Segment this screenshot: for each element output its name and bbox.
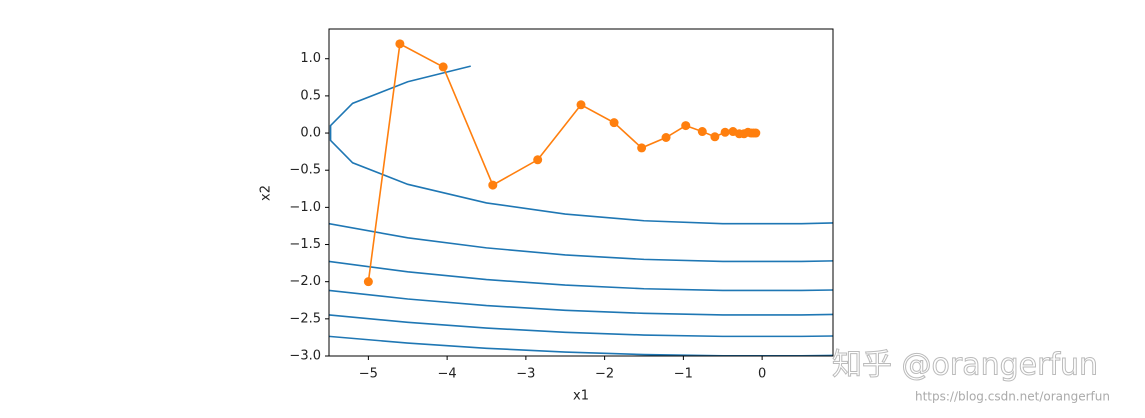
y-tick-label: −2.5 (289, 311, 321, 326)
trajectory-point (661, 133, 671, 143)
contour-line (329, 260, 833, 292)
y-tick-label: −0.5 (289, 163, 321, 178)
trajectory-point (395, 39, 405, 49)
x-tick-label: −2 (595, 367, 614, 382)
watermark: 知乎 @orangerfun (832, 348, 1098, 383)
y-tick-label: 1.0 (300, 51, 321, 66)
y-tick-label: −1.5 (289, 237, 321, 252)
contour-line (329, 314, 833, 338)
trajectory-point (637, 143, 647, 153)
contour-line (329, 65, 833, 225)
y-axis-label: x2 (259, 185, 274, 201)
trajectory-point (720, 127, 730, 137)
x-tick-label: −1 (674, 367, 693, 382)
y-tick-label: −2.0 (289, 274, 321, 289)
x-tick-label: −3 (516, 367, 535, 382)
x-tick-label: −5 (359, 367, 378, 382)
trajectory-point (488, 180, 498, 190)
contour-line (329, 289, 833, 316)
trajectory-point (710, 132, 720, 142)
contour-line (329, 222, 833, 263)
plot-area (329, 39, 833, 356)
figure-background (250, 20, 850, 410)
x-tick-label: −4 (438, 367, 457, 382)
x-tick-label: 0 (758, 367, 766, 382)
trajectory-point (576, 100, 586, 110)
trajectory-point (751, 128, 761, 138)
x-axis-label: x1 (573, 389, 589, 404)
y-tick-label: −3.0 (289, 349, 321, 364)
trajectory-point (697, 127, 707, 137)
axes-frame (328, 28, 834, 357)
trajectory-point (533, 155, 543, 165)
y-tick-label: −1.0 (289, 200, 321, 215)
trajectory-point (609, 118, 619, 128)
trajectory-point (681, 121, 691, 131)
trajectory-point (363, 277, 373, 287)
y-tick-label: 0.5 (300, 88, 321, 103)
trajectory-point (438, 62, 448, 72)
y-tick-label: 0.0 (300, 126, 321, 141)
watermark-url: https://blog.csdn.net/orangerfun (915, 390, 1110, 404)
